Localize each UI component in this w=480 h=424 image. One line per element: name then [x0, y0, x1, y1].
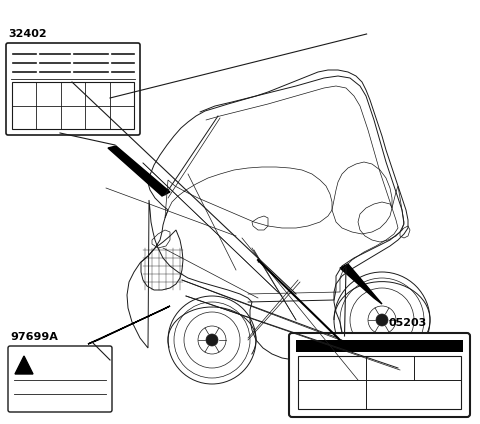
Text: 97699A: 97699A — [10, 332, 58, 342]
FancyBboxPatch shape — [6, 43, 140, 135]
Polygon shape — [15, 356, 33, 374]
Polygon shape — [340, 264, 382, 304]
Bar — [298, 356, 461, 409]
Circle shape — [206, 334, 218, 346]
Polygon shape — [88, 306, 170, 344]
Bar — [296, 340, 463, 352]
Text: 32402: 32402 — [8, 29, 47, 39]
Bar — [12, 82, 134, 129]
Text: 05203: 05203 — [388, 318, 427, 328]
Polygon shape — [108, 146, 170, 196]
FancyBboxPatch shape — [8, 346, 112, 412]
Circle shape — [376, 314, 388, 326]
FancyBboxPatch shape — [289, 333, 470, 417]
